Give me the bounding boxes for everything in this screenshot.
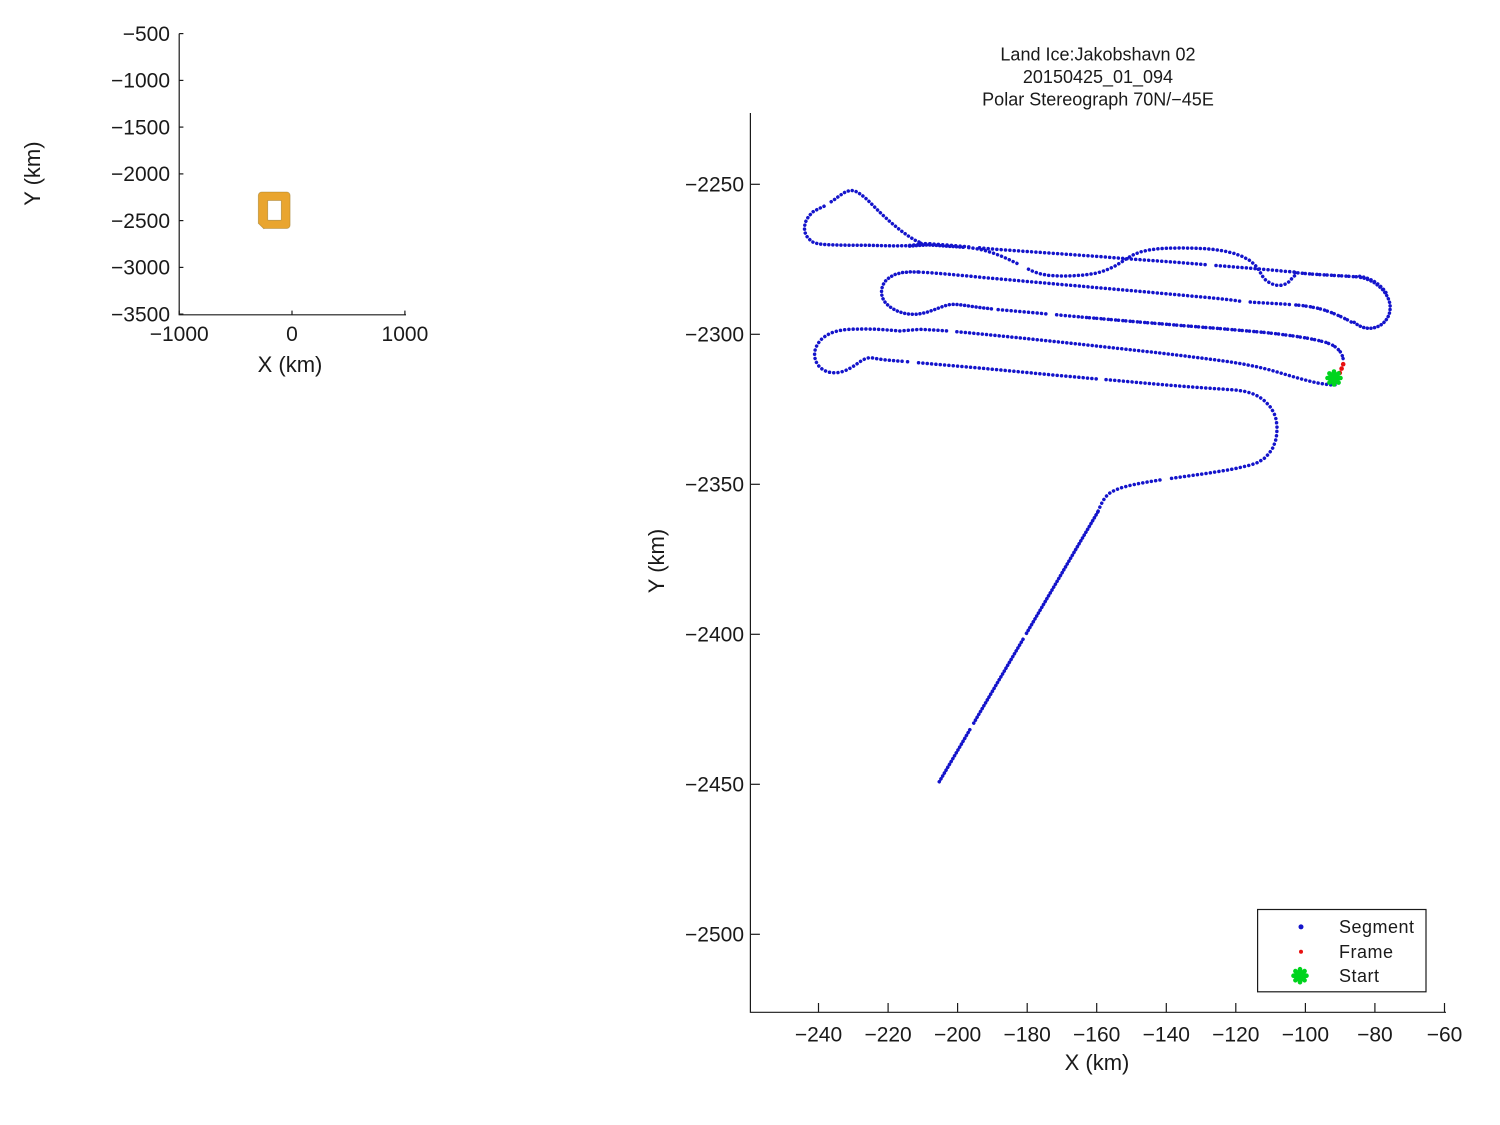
svg-text:−200: −200 [934,1024,981,1047]
svg-text:−3500: −3500 [111,303,170,326]
svg-text:−240: −240 [795,1024,842,1047]
svg-text:−2350: −2350 [685,474,744,497]
svg-text:−2500: −2500 [685,924,744,947]
svg-text:−100: −100 [1282,1024,1329,1047]
svg-text:−2400: −2400 [685,624,744,647]
svg-text:−1000: −1000 [150,323,209,346]
svg-text:−140: −140 [1143,1024,1190,1047]
svg-text:−500: −500 [123,23,170,46]
svg-text:−3000: −3000 [111,257,170,280]
svg-text:−80: −80 [1357,1024,1393,1047]
svg-text:Land Ice:Jakobshavn 02: Land Ice:Jakobshavn 02 [1000,45,1195,65]
svg-text:−2000: −2000 [111,163,170,186]
svg-text:−220: −220 [864,1024,911,1047]
svg-text:Frame: Frame [1339,942,1394,962]
svg-text:Y (km): Y (km) [644,529,669,593]
svg-text:−1500: −1500 [111,116,170,139]
svg-text:Segment: Segment [1339,917,1415,937]
svg-text:−2250: −2250 [685,174,744,197]
svg-text:−2500: −2500 [111,210,170,233]
svg-text:1000: 1000 [382,323,429,346]
svg-text:20150425_01_094: 20150425_01_094 [1023,67,1173,88]
svg-text:−1000: −1000 [111,70,170,93]
svg-text:−2450: −2450 [685,774,744,797]
svg-text:−2300: −2300 [685,324,744,347]
svg-text:X (km): X (km) [258,352,323,377]
svg-text:−160: −160 [1073,1024,1120,1047]
svg-text:X (km): X (km) [1065,1050,1130,1075]
svg-text:−180: −180 [1004,1024,1051,1047]
svg-text:−60: −60 [1427,1024,1463,1047]
svg-text:−120: −120 [1212,1024,1259,1047]
svg-text:Polar Stereograph 70N/−45E: Polar Stereograph 70N/−45E [982,90,1214,110]
svg-text:Y (km): Y (km) [20,141,45,205]
svg-text:0: 0 [286,323,298,346]
svg-text:Start: Start [1339,966,1380,986]
